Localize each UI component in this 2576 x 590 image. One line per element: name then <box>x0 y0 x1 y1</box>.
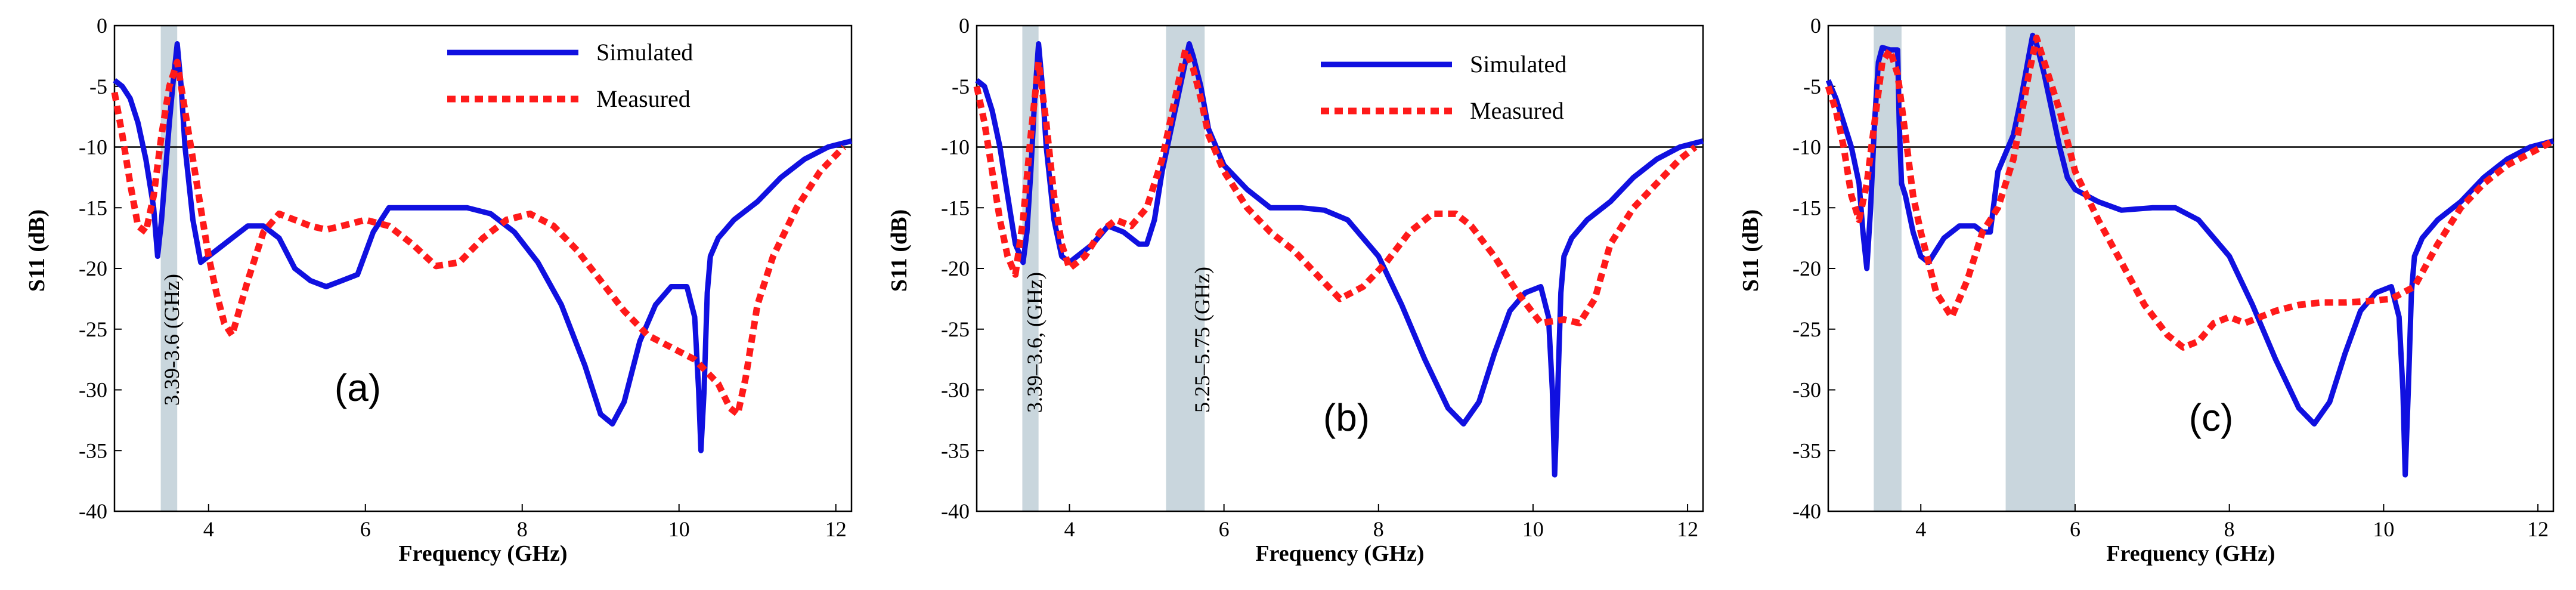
y-tick-label: -35 <box>79 438 107 462</box>
y-tick-label: -20 <box>941 257 970 280</box>
series-simulated <box>1825 32 2555 478</box>
y-tick-label: -35 <box>1792 438 1821 462</box>
x-tick-label: 4 <box>203 517 214 541</box>
y-axis-title: S11 (dB) <box>887 209 912 292</box>
y-tick-label: -40 <box>1792 499 1821 523</box>
series-measured <box>1825 34 2555 351</box>
x-tick-label: 4 <box>1915 517 1926 541</box>
y-axis-title: S11 (dB) <box>1738 209 1763 292</box>
band-label-1: 3.39-3.6 (GHz) <box>160 274 184 406</box>
y-tick-label: 0 <box>1810 14 1821 38</box>
chart-panel-3: 0 -5 -10 -15 -20 -25 -30 -35 -40 4 6 8 10 12 Frequency… <box>1738 14 2555 566</box>
y-tick-label: -40 <box>79 499 107 523</box>
y-tick-label: -25 <box>941 317 970 341</box>
x-axis-title: Frequency (GHz) <box>1255 541 1424 566</box>
y-tick-label: -5 <box>952 75 970 98</box>
y-tick-label: -30 <box>941 378 970 402</box>
y-tick-label: -10 <box>1792 135 1821 159</box>
y-tick-label: -25 <box>1792 317 1821 341</box>
legend-label-measured: Measured <box>1470 97 1564 124</box>
y-tick-label: 0 <box>959 14 970 38</box>
y-tick-label: -15 <box>941 196 970 220</box>
x-tick-label: 12 <box>2527 517 2549 541</box>
y-tick-label: -30 <box>1792 378 1821 402</box>
series-measured <box>111 58 846 418</box>
y-tick-label: -20 <box>79 257 107 280</box>
y-tick-label: 0 <box>97 14 107 38</box>
legend-label-simulated: Simulated <box>1470 51 1566 78</box>
band-label-2: 5.25–5.75 (GHz) <box>1190 267 1214 413</box>
y-tick-label: -40 <box>941 499 970 523</box>
legend: Simulated Measured <box>1321 51 1566 124</box>
x-tick-label: 12 <box>1677 517 1698 541</box>
y-tick-label: -10 <box>79 135 107 159</box>
x-tick-label: 6 <box>360 517 371 541</box>
y-tick-label: -10 <box>941 135 970 159</box>
series-measured <box>973 47 1698 327</box>
panel-label: (a) <box>335 366 381 409</box>
panel-label: (b) <box>1323 396 1370 439</box>
x-axis-title: Frequency (GHz) <box>2106 541 2275 566</box>
x-axis-title: Frequency (GHz) <box>398 541 567 566</box>
x-tick-label: 8 <box>2224 517 2235 541</box>
band-label-1: 3.39–3.6, (GHz) <box>1023 272 1046 413</box>
x-tick-label: 4 <box>1064 517 1075 541</box>
frequency-band-2 <box>2005 26 2075 511</box>
x-tick-label: 8 <box>517 517 528 541</box>
y-tick-label: -25 <box>79 317 107 341</box>
y-tick-label: -20 <box>1792 257 1821 280</box>
y-tick-label: -5 <box>89 75 107 98</box>
legend-label-measured: Measured <box>596 85 691 112</box>
x-tick-label: 6 <box>1219 517 1230 541</box>
y-tick-label: -5 <box>1803 75 1821 98</box>
chart-panel-1: 0 -5 -10 -15 -20 -25 -30 -35 -40 4 6 8 10 12 Frequency… <box>24 14 853 566</box>
x-tick-label: 10 <box>668 517 690 541</box>
x-tick-label: 6 <box>2070 517 2080 541</box>
legend-label-simulated: Simulated <box>596 39 693 66</box>
x-tick-label: 12 <box>825 517 847 541</box>
y-tick-label: -35 <box>941 438 970 462</box>
x-tick-label: 8 <box>1373 517 1384 541</box>
y-tick-label: -15 <box>1792 196 1821 220</box>
x-tick-label: 10 <box>1522 517 1544 541</box>
y-tick-label: -30 <box>79 378 107 402</box>
chart-panel-2: 0 -5 -10 -15 -20 -25 -30 -35 -40 4 6 8 10 12 Frequency… <box>887 14 1704 566</box>
y-axis-title: S11 (dB) <box>24 209 49 292</box>
legend: Simulated Measured <box>447 39 693 112</box>
y-tick-label: -15 <box>79 196 107 220</box>
panel-label: (c) <box>2189 396 2234 439</box>
series-simulated <box>113 41 853 453</box>
x-tick-label: 10 <box>2373 517 2394 541</box>
